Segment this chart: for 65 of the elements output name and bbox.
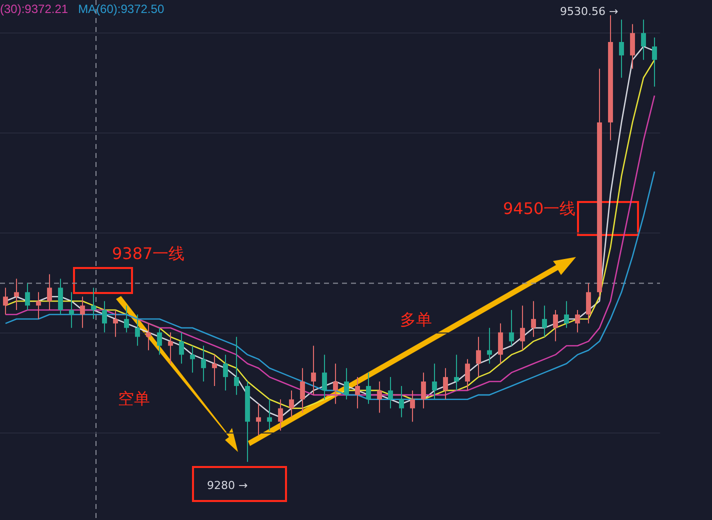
candlestick: [410, 390, 415, 422]
candlestick: [575, 310, 580, 333]
candlestick: [476, 336, 481, 378]
candlestick: [355, 376, 360, 409]
candlestick: [630, 24, 635, 70]
candlestick: [300, 368, 305, 414]
text: 9280 →: [207, 479, 248, 492]
candlestick: [586, 282, 591, 324]
candlestick: [157, 327, 162, 356]
candlestick: [322, 354, 327, 400]
candlestick: [278, 398, 283, 432]
candlestick: [443, 368, 448, 400]
candlestick: [3, 287, 8, 315]
text: MA(60):9372.50: [78, 2, 164, 16]
candlestick: [311, 345, 316, 396]
candlestick: [179, 332, 184, 364]
candlestick: [432, 363, 437, 400]
candlestick: [256, 403, 261, 436]
candlestick: [223, 354, 228, 391]
candlestick: [399, 385, 404, 418]
candlestick: [58, 278, 63, 315]
candlestick: [146, 322, 151, 351]
candlestick: [289, 390, 294, 418]
annotation: 多单: [400, 310, 432, 331]
candlestick: [553, 310, 558, 342]
candlestick: [465, 358, 470, 391]
candlestick: [641, 19, 646, 60]
candlestick: [520, 305, 525, 351]
candlestick: [267, 398, 272, 432]
candlestick: [47, 274, 52, 311]
candlestick: [344, 368, 349, 400]
annotation: 9450一线: [503, 199, 576, 220]
candlestick: [487, 327, 492, 364]
candlestick: [102, 300, 107, 333]
candlestick: [14, 278, 19, 311]
annotation: 9530.56 →: [560, 5, 618, 18]
candlestick: [564, 300, 569, 328]
candlestick: [509, 310, 514, 346]
candlestick: [421, 372, 426, 409]
candlestick: [190, 345, 195, 374]
candlestick: [388, 376, 393, 409]
text: (30):9372.21: [0, 2, 68, 16]
candlestick: [454, 354, 459, 391]
candlestick: [333, 363, 338, 404]
candlestick: [36, 292, 41, 320]
candlestick: [69, 292, 74, 328]
annotation: 9387一线: [112, 244, 185, 265]
candlestick: [366, 372, 371, 404]
candlestick: [168, 332, 173, 364]
candlestick: [377, 381, 382, 414]
candlestick: [619, 19, 624, 78]
candlestick: [113, 310, 118, 338]
candlestick: [531, 300, 536, 338]
candlestick: [80, 296, 85, 328]
candlestick: [135, 314, 140, 346]
candlestick: [542, 305, 547, 338]
candlestick: [124, 305, 129, 333]
candlestick: [498, 322, 503, 364]
candlestick: [234, 336, 239, 396]
candlestick: [91, 287, 96, 320]
candlestick: [652, 37, 657, 88]
annotation: 空单: [118, 389, 150, 410]
candlestick: [212, 354, 217, 386]
candlestick: [201, 345, 206, 382]
candlestick: [25, 282, 30, 311]
